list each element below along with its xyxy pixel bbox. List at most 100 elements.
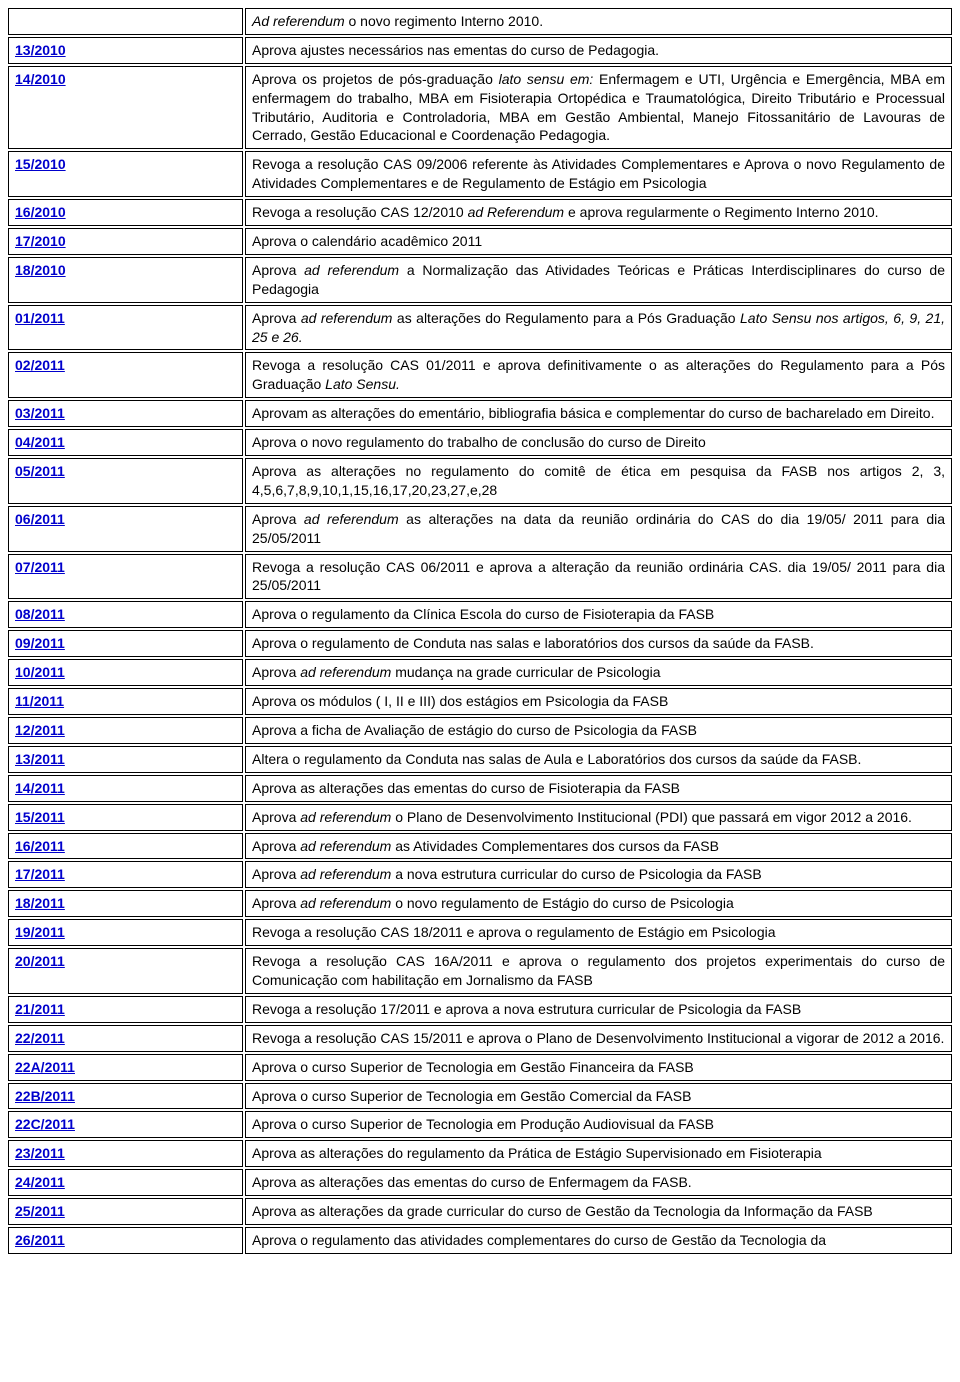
resolution-link[interactable]: 05/2011: [15, 463, 65, 479]
resolution-description-cell: Revoga a resolução CAS 16A/2011 e aprova…: [245, 948, 952, 994]
resolution-link[interactable]: 10/2011: [15, 664, 65, 680]
resolution-description-cell: Aprova ad referendum mudança na grade cu…: [245, 659, 952, 686]
table-row: 01/2011Aprova ad referendum as alteraçõe…: [8, 305, 952, 351]
table-row: 17/2010 Aprova o calendário acadêmico 201…: [8, 228, 952, 255]
resolutions-table: Ad referendum o novo regimento Interno 2…: [6, 6, 954, 1256]
resolution-description-cell: Revoga a resolução CAS 09/2006 referente…: [245, 151, 952, 197]
resolution-description-cell: Aprova as alterações das ementas do curs…: [245, 1169, 952, 1196]
resolution-description-cell: Aprova os projetos de pós-graduação lato…: [245, 66, 952, 150]
resolution-code-cell: 11/2011: [8, 688, 243, 715]
table-row: 12/2011Aprova a ficha de Avaliação de es…: [8, 717, 952, 744]
resolution-link[interactable]: 22/2011: [15, 1030, 65, 1046]
resolution-code-cell: 24/2011: [8, 1169, 243, 1196]
resolution-code-cell: 22A/2011: [8, 1054, 243, 1081]
resolution-link[interactable]: 17/2011: [15, 866, 65, 882]
resolution-link[interactable]: 22C/2011: [15, 1116, 75, 1132]
resolution-description-cell: Revoga a resolução 17/2011 e aprova a no…: [245, 996, 952, 1023]
resolution-code-cell: 02/2011: [8, 352, 243, 398]
resolution-description-cell: Aprova ad referendum a nova estrutura cu…: [245, 861, 952, 888]
resolution-link[interactable]: 25/2011: [15, 1203, 65, 1219]
resolution-description-cell: Aprova o curso Superior de Tecnologia em…: [245, 1054, 952, 1081]
resolution-link[interactable]: 19/2011: [15, 924, 65, 940]
table-row: 23/2011Aprova as alterações do regulamen…: [8, 1140, 952, 1167]
table-row: 18/2011 Aprova ad referendum o novo regul…: [8, 890, 952, 917]
resolution-link[interactable]: 13/2010: [15, 42, 66, 58]
resolution-code-cell: 26/2011: [8, 1227, 243, 1254]
resolution-link[interactable]: 06/2011: [15, 511, 65, 527]
resolution-description-cell: Aprova o novo regulamento do trabalho de…: [245, 429, 952, 456]
resolution-description-cell: Ad referendum o novo regimento Interno 2…: [245, 8, 952, 35]
resolution-description-cell: Aprova os módulos ( I, II e III) dos est…: [245, 688, 952, 715]
resolution-link[interactable]: 15/2010: [15, 156, 66, 172]
resolution-link[interactable]: 12/2011: [15, 722, 65, 738]
table-row: 13/2010Aprova ajustes necessários nas em…: [8, 37, 952, 64]
table-row: 04/2011 Aprova o novo regulamento do trab…: [8, 429, 952, 456]
resolution-link[interactable]: 02/2011: [15, 357, 65, 373]
table-row: 11/2011 Aprova os módulos ( I, II e III) …: [8, 688, 952, 715]
resolution-link[interactable]: 16/2010: [15, 204, 66, 220]
resolution-description-cell: Aprova as alterações da grade curricular…: [245, 1198, 952, 1225]
resolution-description-cell: Aprova ad referendum as Atividades Compl…: [245, 833, 952, 860]
resolution-link[interactable]: 18/2010: [15, 262, 66, 278]
resolution-code-cell: 22/2011: [8, 1025, 243, 1052]
resolution-description-cell: Aprovam as alterações do ementário, bibl…: [245, 400, 952, 427]
resolution-link[interactable]: 09/2011: [15, 635, 65, 651]
resolution-code-cell: 04/2011: [8, 429, 243, 456]
resolution-link[interactable]: 23/2011: [15, 1145, 65, 1161]
table-row: 03/2011 Aprovam as alterações do ementári…: [8, 400, 952, 427]
resolution-code-cell: 06/2011: [8, 506, 243, 552]
resolution-link[interactable]: 22A/2011: [15, 1059, 75, 1075]
resolution-link[interactable]: 04/2011: [15, 434, 65, 450]
table-row: 22/2011Revoga a resolução CAS 15/2011 e …: [8, 1025, 952, 1052]
resolution-code-cell: 23/2011: [8, 1140, 243, 1167]
resolution-link[interactable]: 08/2011: [15, 606, 65, 622]
table-row: 14/2011Aprova as alterações das ementas …: [8, 775, 952, 802]
resolution-link[interactable]: 15/2011: [15, 809, 65, 825]
resolution-link[interactable]: 07/2011: [15, 559, 65, 575]
resolution-code-cell: 20/2011: [8, 948, 243, 994]
table-row: 19/2011Revoga a resolução CAS 18/2011 e …: [8, 919, 952, 946]
table-row: 08/2011Aprova o regulamento da Clínica E…: [8, 601, 952, 628]
resolution-link[interactable]: 17/2010: [15, 233, 66, 249]
resolution-link[interactable]: 24/2011: [15, 1174, 65, 1190]
table-row: 16/2011 Aprova ad referendum as Atividade…: [8, 833, 952, 860]
resolution-code-cell: 25/2011: [8, 1198, 243, 1225]
resolution-link[interactable]: 13/2011: [15, 751, 65, 767]
resolution-link[interactable]: 14/2011: [15, 780, 65, 796]
resolution-code-cell: [8, 8, 243, 35]
table-row: 22C/2011Aprova o curso Superior de Tecno…: [8, 1111, 952, 1138]
resolution-link[interactable]: 11/2011: [15, 693, 64, 709]
table-row: 18/2010 Aprova ad referendum a Normalizaç…: [8, 257, 952, 303]
resolution-code-cell: 01/2011: [8, 305, 243, 351]
table-row: 22A/2011 Aprova o curso Superior de Tecno…: [8, 1054, 952, 1081]
resolution-link[interactable]: 01/2011: [15, 310, 65, 326]
resolutions-tbody: Ad referendum o novo regimento Interno 2…: [8, 8, 952, 1254]
resolution-link[interactable]: 22B/2011: [15, 1088, 75, 1104]
resolution-code-cell: 22B/2011: [8, 1083, 243, 1110]
resolution-link[interactable]: 14/2010: [15, 71, 66, 87]
resolution-code-cell: 14/2010: [8, 66, 243, 150]
resolution-description-cell: Aprova o calendário acadêmico 2011: [245, 228, 952, 255]
resolution-code-cell: 12/2011: [8, 717, 243, 744]
resolution-description-cell: Aprova as alterações no regulamento do c…: [245, 458, 952, 504]
resolution-code-cell: 15/2010: [8, 151, 243, 197]
resolution-code-cell: 15/2011: [8, 804, 243, 831]
resolution-link[interactable]: 03/2011: [15, 405, 65, 421]
resolution-code-cell: 18/2011: [8, 890, 243, 917]
resolution-description-cell: Aprova ad referendum a Normalização das …: [245, 257, 952, 303]
resolution-link[interactable]: 21/2011: [15, 1001, 65, 1017]
table-row: 09/2011Aprova o regulamento de Conduta n…: [8, 630, 952, 657]
resolution-code-cell: 05/2011: [8, 458, 243, 504]
resolution-description-cell: Aprova ad referendum o novo regulamento …: [245, 890, 952, 917]
table-row: 15/2011Aprova ad referendum o Plano de D…: [8, 804, 952, 831]
table-row: 21/2011 Revoga a resolução 17/2011 e apro…: [8, 996, 952, 1023]
resolution-link[interactable]: 26/2011: [15, 1232, 65, 1248]
resolution-code-cell: 13/2010: [8, 37, 243, 64]
resolution-description-cell: Revoga a resolução CAS 12/2010 ad Refere…: [245, 199, 952, 226]
resolution-link[interactable]: 16/2011: [15, 838, 65, 854]
resolution-link[interactable]: 20/2011: [15, 953, 65, 969]
table-row: 15/2010 Revoga a resolução CAS 09/2006 re…: [8, 151, 952, 197]
resolution-link[interactable]: 18/2011: [15, 895, 65, 911]
resolution-code-cell: 16/2010: [8, 199, 243, 226]
resolution-code-cell: 09/2011: [8, 630, 243, 657]
